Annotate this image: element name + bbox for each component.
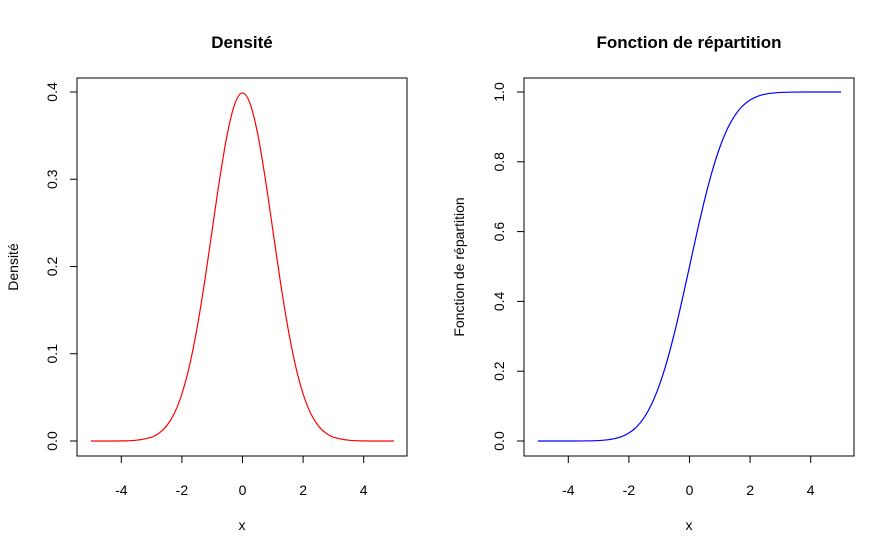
density-y-tick-label: 0.0 [44,431,60,451]
cdf-x-tick-label: 2 [746,482,754,498]
density-x-tick-label: -4 [115,482,128,498]
cdf-y-tick-label: 0.6 [491,222,507,242]
density-y-tick-label: 0.3 [44,169,60,189]
cdf-y-axis: 0.0 0.2 0.4 0.6 0.8 1.0 [491,82,525,451]
density-x-tick-label: 2 [299,482,307,498]
density-x-tick-label: 0 [239,482,247,498]
density-x-axis: -4 -2 0 2 4 [115,455,368,498]
density-y-tick-label: 0.1 [44,344,60,364]
cdf-x-tick-label: -4 [562,482,575,498]
cdf-x-tick-label: 4 [807,482,815,498]
density-x-axis-label: x [239,517,246,533]
density-y-axis-label: Densité [5,243,21,291]
cdf-y-tick-label: 0.8 [491,152,507,172]
density-x-tick-label: 4 [360,482,368,498]
cdf-y-axis-label: Fonction de répartition [451,197,467,336]
density-panel: Densité -4 -2 0 2 4 0.0 0.1 0.2 0.3 0.4 x Densit… [5,33,408,533]
cdf-x-tick-label: 0 [686,482,694,498]
density-curve [90,92,395,442]
density-title: Densité [211,33,272,52]
cdf-x-tick-label: -2 [623,482,636,498]
density-y-axis: 0.0 0.1 0.2 0.3 0.4 [44,82,78,451]
cdf-y-tick-label: 0.0 [491,431,507,451]
cdf-panel: Fonction de répartition -4 -2 0 2 4 0.00.20.… [451,33,855,533]
cdf-title: Fonction de répartition [596,33,781,52]
density-y-tick-label: 0.4 [44,82,60,102]
cdf-y-tick-label: 1.0 [491,82,507,102]
density-x-tick-label: -2 [176,482,189,498]
cdf-y-tick-label: 0.2 [491,361,507,381]
cdf-x-axis: -4 -2 0 2 4 [562,455,815,498]
cdf-curve [538,91,841,442]
density-plot-frame [76,77,408,457]
cdf-y-tick-label: 0.4 [491,291,507,311]
cdf-x-axis-label: x [686,517,693,533]
density-y-tick-label: 0.2 [44,257,60,277]
